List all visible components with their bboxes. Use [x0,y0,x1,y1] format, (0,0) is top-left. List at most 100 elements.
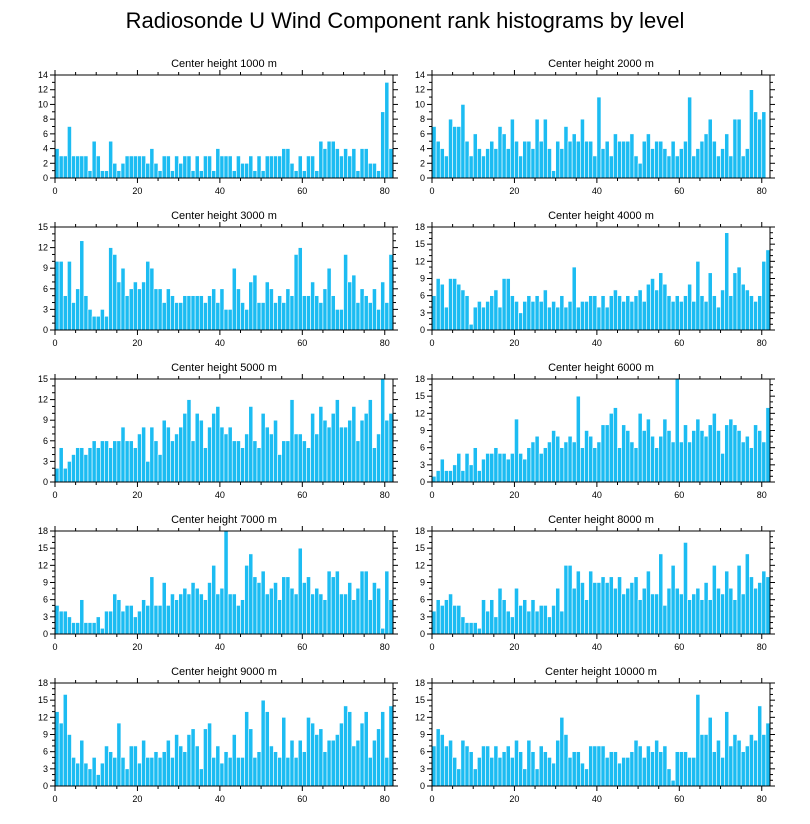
histogram-bar [244,565,250,635]
histogram-bar [666,430,672,483]
histogram-bar [384,419,390,483]
histogram-bar [343,593,348,635]
histogram-bar [654,289,660,331]
histogram-bar [252,757,258,787]
histogram-bar [351,406,357,483]
histogram-bar [277,295,283,331]
histogram-bar [674,378,680,483]
histogram-bar [703,301,709,331]
histogram-bar [567,565,573,635]
histogram-bar [297,155,303,179]
histogram-bar [359,148,365,179]
y-tick-label: 12 [415,560,425,570]
histogram-bar [510,757,515,787]
histogram-bar [58,610,64,635]
histogram-bar [518,453,523,483]
x-tick-label: 0 [429,794,434,804]
histogram-bar [435,599,441,635]
y-tick-label: 6 [43,436,48,446]
histogram-bar [334,309,340,331]
histogram-bar [170,593,175,635]
histogram-bar [518,605,523,635]
histogram-bar [182,155,188,179]
histogram-bar [629,751,635,787]
histogram-bar [679,301,684,331]
histogram-bar [596,745,602,787]
histogram-bar [670,779,676,787]
histogram-bar [637,162,643,179]
histogram-bar [542,118,548,179]
histogram-bar [372,582,377,635]
histogram-bar [170,757,175,787]
y-tick-label: 12 [38,560,48,570]
y-tick-label: 12 [415,712,425,722]
y-tick-label: 6 [420,595,425,605]
histogram-bar [744,435,750,483]
histogram-bar [460,104,466,179]
y-tick-label: 0 [420,173,425,183]
histogram-bar [141,426,146,483]
histogram-bar [248,553,254,635]
histogram-bar [716,155,721,179]
histogram-bar [384,82,390,179]
y-tick-label: 15 [415,695,425,705]
y-tick-label: 18 [415,678,425,688]
histogram-bar [456,126,462,179]
histogram-bar [211,757,217,787]
histogram-bar [100,762,105,787]
histogram-bar [223,751,229,787]
histogram-bar [207,582,212,635]
histogram-bar [448,593,453,635]
histogram-bar [670,301,676,331]
histogram-bar [567,301,573,331]
histogram-bar [666,587,672,635]
y-tick-label: 9 [43,415,48,425]
histogram-bar [54,711,60,787]
histogram-bar [505,745,511,787]
y-tick-label: 15 [38,374,48,384]
y-tick-label: 12 [415,408,425,418]
histogram-bar [460,289,466,331]
histogram-bar [256,302,262,331]
histogram-bar [367,162,373,179]
histogram-bar [347,419,353,483]
histogram-bar [749,447,754,483]
histogram-bar [740,593,746,635]
histogram-bar [198,170,204,179]
x-tick-label: 80 [757,338,767,348]
histogram-bar [650,435,655,483]
histogram-bar [58,155,64,179]
histogram-bar [343,148,348,179]
histogram-bar [559,447,565,483]
histogram-bar [334,734,340,787]
x-tick-label: 60 [297,338,307,348]
histogram-bar [732,118,738,179]
histogram-bar [547,757,552,787]
histogram-bar [71,622,76,635]
histogram-bar [318,302,324,331]
histogram-bar [347,582,353,635]
histogram-bar [71,757,76,787]
histogram-bar [765,576,771,635]
histogram-bar [137,762,142,787]
histogram-bar [91,140,97,179]
histogram-bar [534,435,540,483]
y-tick-label: 12 [38,395,48,405]
histogram-bar [732,734,738,787]
histogram-bar [95,616,101,635]
histogram-bar [355,302,361,331]
histogram-bar [174,433,179,483]
histogram-bar [551,170,556,179]
histogram-bar [625,430,631,483]
y-tick-label: 15 [415,543,425,553]
histogram-bar [485,745,491,787]
histogram-bar [761,570,767,635]
histogram-bar [207,155,212,179]
histogram-bar [318,140,324,179]
histogram-bar [559,717,565,787]
x-tick-label: 80 [757,642,767,652]
histogram-bar [120,162,126,179]
histogram-bar [736,739,742,787]
histogram-bar [120,426,126,483]
histogram-bar [497,587,503,635]
